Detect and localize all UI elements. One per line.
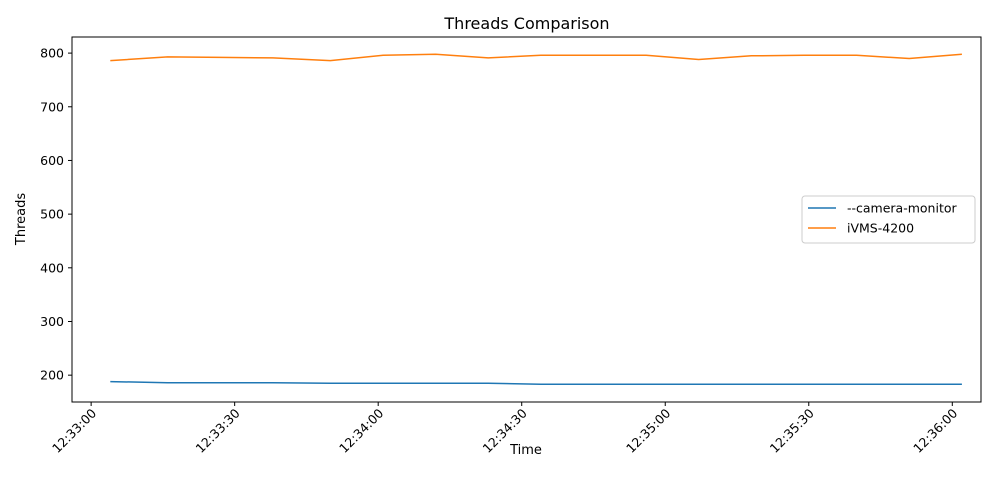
x-axis-label: Time bbox=[509, 443, 542, 458]
y-tick-label: 500 bbox=[40, 207, 64, 222]
y-axis-label: Threads bbox=[14, 193, 29, 246]
plot-area bbox=[71, 36, 982, 403]
legend-label: iVMS-4200 bbox=[847, 221, 914, 236]
y-tick-label: 200 bbox=[40, 368, 64, 383]
series-lines bbox=[110, 53, 962, 386]
y-axis: 200 300 400 500 600 700 800 bbox=[40, 46, 72, 383]
series-line-1 bbox=[110, 53, 962, 62]
series-line-0 bbox=[110, 380, 962, 386]
legend-box bbox=[801, 195, 976, 244]
legend-label: --camera-monitor bbox=[847, 201, 957, 216]
y-tick-label: 600 bbox=[40, 153, 64, 168]
y-tick-label: 800 bbox=[40, 46, 64, 61]
y-tick-label: 400 bbox=[40, 260, 64, 275]
y-tick-label: 300 bbox=[40, 314, 64, 329]
y-tick-label: 700 bbox=[40, 99, 64, 114]
legend: --camera-monitor iVMS-4200 bbox=[801, 195, 976, 244]
chart-title: Threads Comparison bbox=[443, 14, 609, 33]
